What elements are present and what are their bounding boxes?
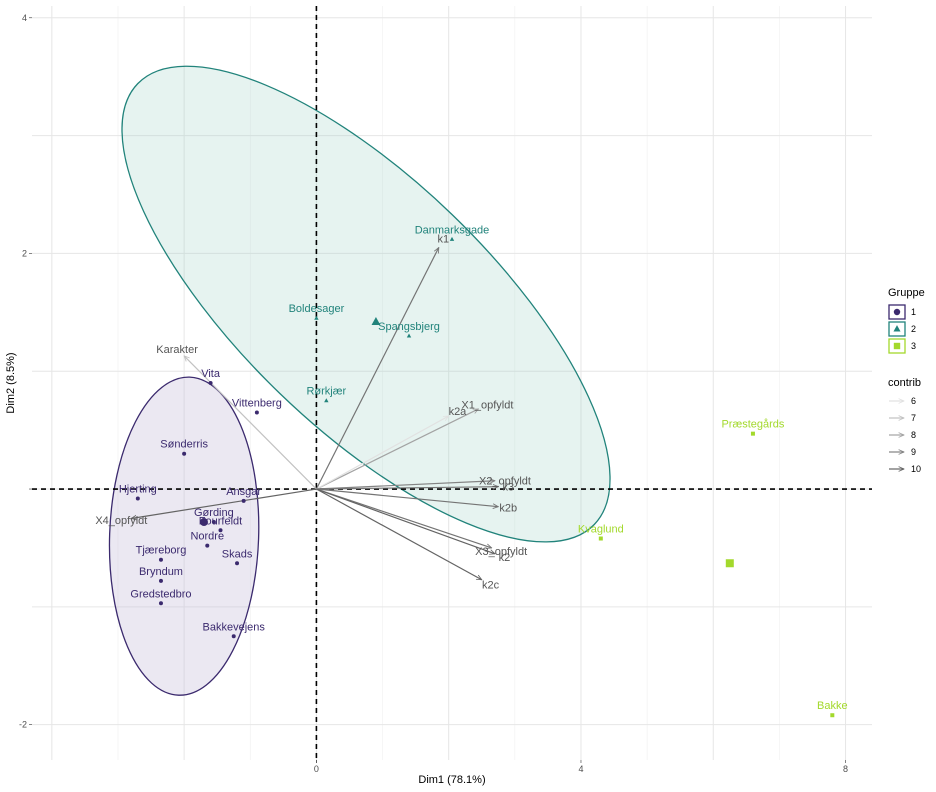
point-spangsbjerg xyxy=(406,333,412,338)
point-label-sønderris: Sønderris xyxy=(160,439,208,451)
arrow-karakter xyxy=(184,356,317,490)
y-tick-label: 2 xyxy=(22,248,27,258)
variable-label-k2: k2 xyxy=(499,552,511,564)
legend: Gruppe contrib 1 2 3 6 7 8 9 10 xyxy=(888,287,925,474)
legend-marker-group-2 xyxy=(893,325,901,332)
point-skads xyxy=(235,561,240,566)
arrow-k1 xyxy=(315,248,440,490)
point-tjæreborg xyxy=(158,557,163,562)
point-label-bakke: Bakke xyxy=(817,700,848,712)
variable-arrows xyxy=(131,248,498,581)
point-kvaglund xyxy=(598,536,603,541)
legend-label-contrib-9: 9 xyxy=(911,447,916,457)
point-rørkjær xyxy=(324,398,329,403)
arrow-x2-opfyldt xyxy=(316,481,495,490)
arrow-k2 xyxy=(316,488,495,554)
point-hjerting xyxy=(135,496,140,501)
point-gredstedbro xyxy=(158,601,163,606)
x-tick-label: 8 xyxy=(843,764,848,774)
variable-label-x4-opfyldt: X4_opfyldt xyxy=(95,515,147,527)
legend-label-group-3: 3 xyxy=(911,341,916,351)
point-label-hjerting: Hjerting xyxy=(119,483,157,495)
variable-label-x1-opfyldt: X1_opfyldt xyxy=(461,399,513,411)
point-gørding xyxy=(211,520,216,525)
arrow-x3-opfyldt xyxy=(316,488,491,548)
point-label-vittenberg: Vittenberg xyxy=(232,397,282,409)
point-label-bakkevejens: Bakkevejens xyxy=(203,621,266,633)
point-label-bryndum: Bryndum xyxy=(139,566,183,578)
arrow-x4-opfyldt xyxy=(131,488,317,518)
point-vita xyxy=(208,381,213,385)
arrow-x1-opfyldt xyxy=(316,408,478,490)
point-label-danmarksgade: Danmarksgade xyxy=(415,224,490,236)
point-label-præstegårds: Præstegårds xyxy=(721,419,784,431)
point-label-gredstedbro: Gredstedbro xyxy=(130,588,191,600)
variable-label-karakter: Karakter xyxy=(156,344,198,356)
variable-label-k3: k3 xyxy=(502,482,514,494)
point-label-kvaglund: Kvaglund xyxy=(578,524,624,536)
ellipse-group-2 xyxy=(121,65,611,543)
centroid-group-1 xyxy=(199,518,208,527)
point-label-vita: Vita xyxy=(201,368,221,380)
y-tick-label: -2 xyxy=(19,720,27,730)
variable-label-k2c: k2c xyxy=(482,580,500,592)
individual-points xyxy=(135,236,835,718)
legend-marker-group-1 xyxy=(893,308,901,316)
reference-lines xyxy=(32,6,872,760)
legend-title-contrib: contrib xyxy=(888,377,921,389)
point-label-skads: Skads xyxy=(222,548,253,560)
x-tick-label: 0 xyxy=(314,764,319,774)
point-bryndum xyxy=(158,578,163,583)
legend-label-contrib-8: 8 xyxy=(911,430,916,440)
point-vittenberg xyxy=(254,410,259,415)
legend-label-group-2: 2 xyxy=(911,324,916,334)
arrow-k3 xyxy=(316,487,498,490)
legend-title-gruppe: Gruppe xyxy=(888,287,925,299)
variable-label-x2-opfyldt: X2_opfyldt xyxy=(479,475,531,487)
point-label-tjæreborg: Tjæreborg xyxy=(136,545,187,557)
arrow-k2b xyxy=(316,488,498,507)
ellipse-group-1 xyxy=(108,376,260,696)
variable-label-k2a: k2a xyxy=(449,406,468,418)
grid-layer xyxy=(32,6,872,760)
variable-label-k1: k1 xyxy=(437,234,449,246)
x-axis-title: Dim1 (78.1%) xyxy=(418,774,485,786)
y-tick-label: 4 xyxy=(22,13,27,23)
point-bakkevejens xyxy=(231,634,236,639)
centroid-group-3 xyxy=(725,559,734,568)
variable-label-x3-opfyldt: X3_opfyldt xyxy=(475,546,527,558)
point-label-fourfeldt: Fourfeldt xyxy=(199,515,242,527)
point-nordre xyxy=(205,543,210,548)
x-tick-label: 4 xyxy=(578,764,583,774)
axis-ticks: 0 4 8 -2 2 4 xyxy=(19,13,848,774)
point-label-ansgar: Ansgar xyxy=(226,486,261,498)
legend-marker-group-3 xyxy=(893,342,901,350)
point-sønderris xyxy=(182,451,187,456)
point-danmarksgade xyxy=(449,236,455,241)
legend-label-group-1: 1 xyxy=(911,307,916,317)
point-label-spangsbjerg: Spangsbjerg xyxy=(378,321,440,333)
point-boldesager xyxy=(314,315,319,320)
y-axis-title: Dim2 (8.5%) xyxy=(5,352,17,413)
point-label-gørding: Gørding xyxy=(194,507,234,519)
point-præstegårds xyxy=(750,431,755,436)
point-label-rørkjær: Rørkjær xyxy=(306,386,346,398)
arrow-k2c xyxy=(316,488,481,581)
legend-label-contrib-7: 7 xyxy=(911,413,916,423)
point-ansgar xyxy=(241,498,246,503)
point-bakke xyxy=(830,713,835,718)
legend-label-contrib-10: 10 xyxy=(911,464,921,474)
point-fourfeldt xyxy=(218,528,223,533)
centroid-group-2 xyxy=(371,316,381,325)
legend-label-contrib-6: 6 xyxy=(911,396,916,406)
arrow-k2a xyxy=(316,415,448,490)
point-label-boldesager: Boldesager xyxy=(289,303,345,315)
point-label-nordre: Nordre xyxy=(190,531,224,543)
ellipse-layer xyxy=(108,65,611,696)
variable-label-k2b: k2b xyxy=(499,503,517,515)
